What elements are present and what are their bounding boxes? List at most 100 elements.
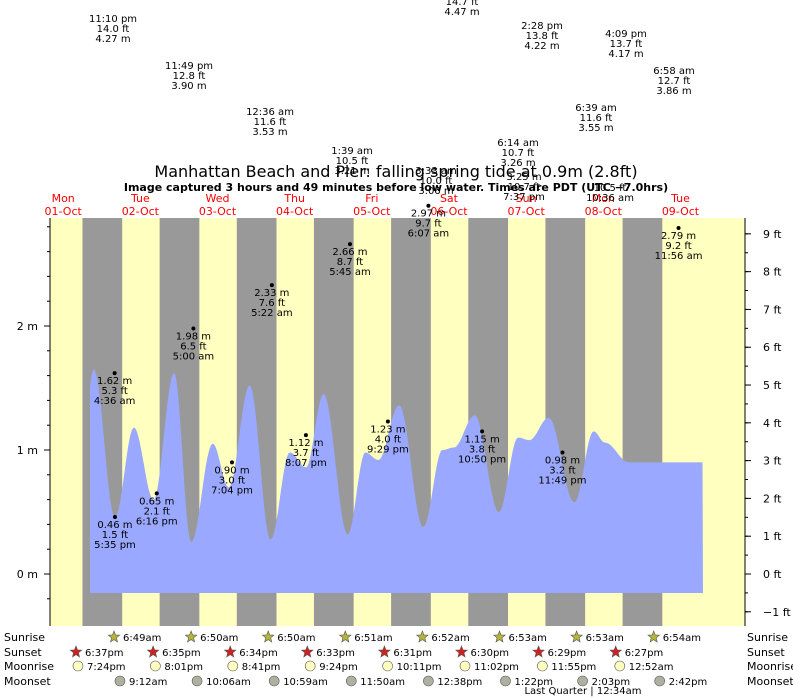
moon-phase-note: Last Quarter | 12:34am	[524, 686, 641, 697]
tide-event-label: 5:45 am	[329, 267, 371, 278]
right-tick-label: 4 ft	[763, 417, 782, 430]
moonrise-time: 8:01pm	[164, 662, 203, 673]
moonset-time: 2:42pm	[669, 677, 708, 688]
day-name: Mon	[592, 192, 615, 205]
moonrise-time: 12:52am	[629, 662, 674, 673]
moonrise-moon-icon	[537, 660, 548, 672]
sunrise-star-icon	[570, 630, 584, 643]
tide-event-dot	[112, 371, 117, 376]
sunset-time: 6:35pm	[162, 648, 201, 659]
day-name: Tue	[130, 192, 150, 205]
overflow-event-label: 10:36 am	[586, 193, 634, 204]
tide-event-label: 7:04 pm	[211, 485, 253, 496]
moonset-time: 11:50am	[360, 677, 405, 688]
sunset-star-icon	[532, 645, 546, 658]
sunrise-star-icon	[493, 630, 506, 643]
sunrise-star-icon	[647, 630, 661, 643]
overflow-event-label: 11:49 pm	[165, 61, 213, 72]
sunrise-time: 6:53am	[509, 633, 547, 644]
overflow-event-label: 4.47 m	[444, 7, 479, 18]
sunrise-time: 6:49am	[123, 633, 161, 644]
tide-event-label: 2.33 m	[254, 288, 289, 299]
tide-event-label: 2.79 m	[661, 231, 696, 242]
day-date: 04-Oct	[276, 205, 314, 218]
overflow-event-label: 3:33 am	[415, 166, 457, 177]
moonset-time: 12:38pm	[437, 677, 482, 688]
sunrise-star-icon	[261, 630, 275, 643]
tide-curve	[90, 369, 703, 593]
overflow-event-label: 3.53 m	[252, 127, 287, 138]
tide-event-label: 1.98 m	[176, 331, 211, 342]
moonset-time: 2:03pm	[592, 677, 631, 688]
sunset-time: 6:33pm	[316, 648, 355, 659]
moonset-time: 10:06am	[206, 677, 251, 688]
overflow-event-label: 4.22 m	[524, 41, 559, 52]
tide-event-label: 2.97 m	[411, 209, 446, 220]
sunset-star-icon	[609, 645, 623, 658]
tide-event-label: 1.5 ft	[102, 530, 128, 541]
sunset-time: 6:27pm	[625, 648, 664, 659]
tide-event-label: 6:16 pm	[136, 516, 178, 527]
tide-event-dot	[154, 491, 159, 496]
right-tick-label: 8 ft	[763, 266, 782, 279]
overflow-event-label: 13.8 ft	[526, 31, 559, 42]
day-date: 05-Oct	[353, 205, 391, 218]
moonrise-moon-icon	[304, 660, 316, 672]
day-date: 07-Oct	[507, 205, 545, 218]
sunset-star-icon	[300, 645, 314, 658]
overflow-event-label: 12.7 ft	[658, 76, 691, 87]
tide-event-label: 9:29 pm	[367, 444, 409, 455]
day-date: 02-Oct	[122, 205, 160, 218]
tide-event-label: 5:35 pm	[94, 540, 136, 551]
tide-event-label: 6.5 ft	[180, 341, 206, 352]
overflow-event-label: 4:09 pm	[605, 29, 647, 40]
left-axis-meters: 0 m 1 m 2 m	[17, 226, 50, 600]
overflow-event-label: 10.0 ft	[420, 176, 453, 187]
overflow-event-label: 10.5 ft	[594, 183, 627, 194]
tide-event-label: 4:36 am	[94, 396, 136, 407]
tide-event-label: 8.7 ft	[337, 257, 363, 268]
tide-event-label: 2.1 ft	[144, 506, 170, 517]
tide-event-label: 3.7 ft	[293, 448, 319, 459]
sunrise-star-icon	[415, 630, 429, 643]
overflow-event-label: 7:37 pm	[503, 192, 545, 203]
right-tick-label: 9 ft	[763, 228, 782, 241]
overflow-event-label: 3.90 m	[171, 81, 206, 92]
tide-event-label: 5.3 ft	[101, 386, 127, 397]
overflow-event-label: 4.17 m	[608, 49, 643, 60]
moonrise-time: 11:55pm	[551, 662, 596, 673]
moonrise-row-label-right: Moonrise	[747, 660, 793, 673]
overflow-event-label: 6:39 am	[575, 103, 617, 114]
tide-event-dot	[480, 429, 485, 434]
right-tick-label: 5 ft	[763, 379, 782, 392]
sunset-star-icon	[455, 645, 468, 658]
sunset-star-icon	[223, 645, 237, 658]
tide-event-label: 0.65 m	[139, 496, 174, 507]
tide-event-label: 0.46 m	[97, 520, 132, 531]
tide-event-label: 6:07 am	[408, 229, 450, 240]
right-tick-label: 1 ft	[763, 530, 782, 543]
sunset-row-label-right: Sunset	[747, 646, 785, 659]
day-labels: Mon01-OctTue02-OctWed03-OctThu04-OctFri0…	[45, 192, 700, 218]
overflow-event-label: 10.7 ft	[508, 182, 541, 193]
sunrise-time: 6:51am	[354, 633, 392, 644]
left-tick-label: 1 m	[17, 444, 38, 457]
sunrise-time: 6:52am	[431, 633, 469, 644]
moonset-moon-icon	[500, 675, 511, 687]
moonset-time: 9:12am	[129, 677, 167, 688]
overflow-event-label: 11.6 ft	[254, 117, 287, 128]
moonrise-time: 9:24pm	[319, 662, 358, 673]
moonrise-time: 7:24pm	[87, 662, 126, 673]
sunrise-row-label: Sunrise	[4, 631, 45, 644]
moonrise-moon-icon	[227, 660, 239, 672]
tide-event-dot	[426, 203, 431, 208]
day-date: 09-Oct	[662, 205, 700, 218]
sunrise-time: 6:50am	[277, 633, 315, 644]
overflow-event-label: 3.86 m	[656, 86, 691, 97]
tide-event-label: 3.2 ft	[549, 465, 575, 476]
tide-event-label: 7.6 ft	[259, 298, 285, 309]
tide-event-label: 0.90 m	[214, 465, 249, 476]
tide-event-label: 3.8 ft	[469, 444, 495, 455]
